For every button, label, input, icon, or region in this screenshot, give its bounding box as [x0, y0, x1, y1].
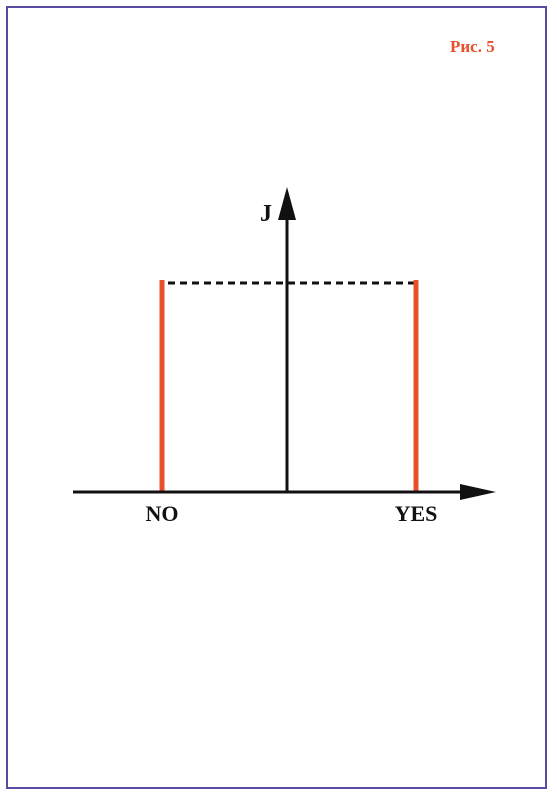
y-axis-arrow-icon: [278, 187, 296, 220]
page-frame: [6, 6, 547, 789]
x-label-yes: YES: [395, 501, 438, 526]
x-label-no: NO: [146, 501, 179, 526]
x-axis-arrow-icon: [460, 484, 496, 500]
y-axis-label: J: [260, 201, 272, 227]
figure-label: Рис. 5: [450, 37, 495, 56]
